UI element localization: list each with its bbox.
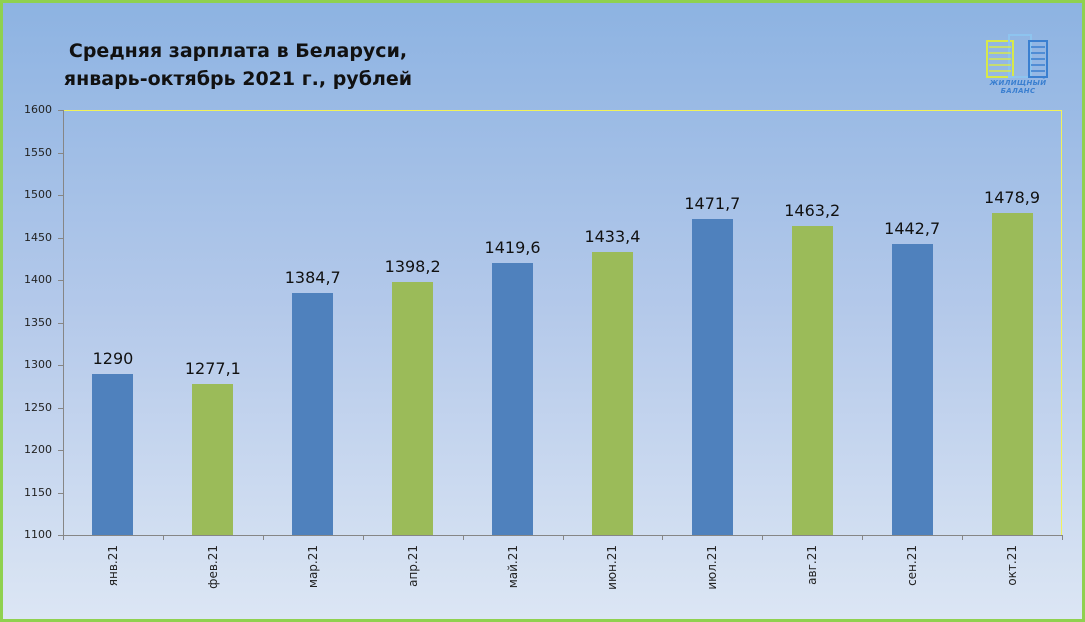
y-tick [58, 407, 63, 409]
x-tick-label-text: фев.21 [205, 545, 220, 589]
x-tick-label: апр.21 [403, 545, 423, 605]
y-tick [58, 195, 63, 196]
bar [991, 212, 1033, 535]
bar [591, 251, 633, 535]
x-tick [162, 535, 164, 540]
y-tick-label: 1500 [24, 188, 52, 201]
data-label: 1277,1 [184, 359, 241, 379]
y-tick-label: 1350 [24, 315, 52, 329]
x-tick [362, 535, 364, 540]
x-tick-label: фев.21 [203, 545, 223, 605]
x-tick-label-text: авг.21 [805, 545, 820, 585]
plot-area [63, 110, 1062, 535]
y-tick-label: 1250 [24, 400, 52, 414]
x-tick [262, 535, 264, 540]
x-tick-label: авг.21 [802, 545, 822, 605]
x-tick-label-text: май.21 [505, 545, 520, 589]
x-tick-label-text: июл.21 [705, 545, 720, 590]
y-tick-label: 1550 [24, 145, 52, 159]
y-tick [58, 365, 63, 366]
chart-title: Средняя зарплата в Беларуси, январь-октя… [43, 37, 433, 93]
y-tick [58, 535, 63, 536]
data-label: 1433,4 [584, 226, 641, 246]
data-label: 1463,2 [784, 201, 841, 221]
y-tick [58, 492, 63, 494]
y-tick [58, 152, 63, 154]
y-axis [63, 110, 64, 536]
chart-title-line2: январь-октябрь 2021 г., рублей [63, 68, 413, 90]
x-tick-label-text: апр.21 [405, 545, 420, 587]
x-tick [862, 535, 864, 540]
y-tick-label: 1400 [24, 273, 52, 286]
x-tick-label: окт.21 [1002, 545, 1022, 605]
x-tick-label: мар.21 [303, 545, 323, 605]
x-tick-label-text: янв.21 [105, 545, 120, 587]
logo: ЖИЛИЩНЫЙ БАЛАНС [973, 29, 1063, 99]
x-tick [63, 535, 64, 540]
x-tick [462, 535, 464, 540]
x-tick [662, 535, 664, 540]
data-label: 1290 [92, 348, 134, 368]
bar [392, 281, 434, 535]
x-tick-label: май.21 [503, 545, 523, 605]
x-tick-label-text: июн.21 [605, 545, 620, 590]
data-label: 1471,7 [684, 194, 741, 214]
bar [292, 293, 334, 535]
bar [192, 384, 234, 535]
bar [492, 263, 534, 535]
bar [891, 243, 933, 535]
y-tick-label: 1200 [24, 443, 52, 456]
y-tick [58, 280, 63, 281]
bar [691, 219, 733, 535]
y-tick-label: 1450 [24, 230, 52, 244]
x-tick-label: июл.21 [702, 545, 722, 605]
x-tick-label-text: окт.21 [1005, 545, 1020, 586]
y-tick-label: 1100 [24, 528, 52, 541]
x-tick-label: июн.21 [602, 545, 622, 605]
bar [791, 226, 833, 535]
data-label: 1398,2 [384, 256, 441, 276]
buildings-logo-icon [986, 34, 1048, 78]
y-tick [58, 450, 63, 451]
y-tick [58, 237, 63, 239]
data-label: 1419,6 [484, 238, 541, 258]
x-tick-label: сен.21 [902, 545, 922, 605]
x-tick [762, 535, 764, 540]
x-tick-label-text: мар.21 [305, 545, 320, 589]
y-tick-label: 1300 [24, 358, 52, 371]
data-label: 1384,7 [284, 268, 341, 287]
y-tick [58, 322, 63, 324]
x-tick [1062, 535, 1063, 540]
x-tick-label: янв.21 [103, 545, 123, 605]
x-tick-label-text: сен.21 [905, 545, 920, 586]
logo-text: ЖИЛИЩНЫЙ БАЛАНС [989, 79, 1047, 95]
chart-title-line1: Средняя зарплата в Беларуси, [68, 40, 408, 62]
x-tick [562, 535, 564, 540]
data-label: 1442,7 [884, 218, 941, 238]
y-tick [58, 110, 63, 111]
bar [92, 373, 134, 535]
y-tick-label: 1600 [24, 103, 52, 116]
x-tick [962, 535, 964, 540]
y-tick-label: 1150 [24, 485, 52, 499]
data-label: 1478,9 [984, 187, 1041, 207]
